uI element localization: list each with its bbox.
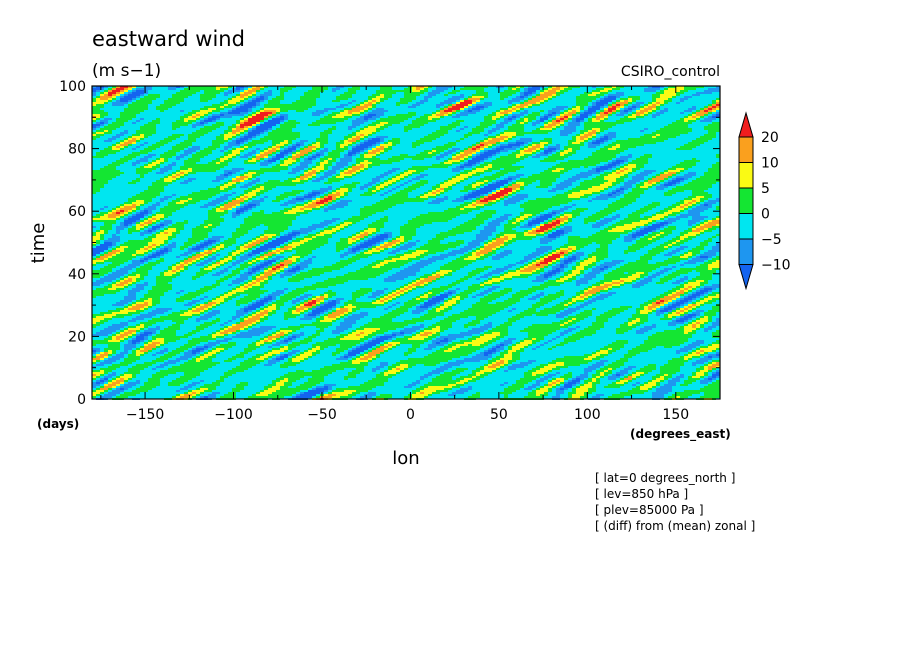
y-tick-label: 20 [68,329,86,345]
x-axis: −150 −100 −50 0 50 100 150 [100,86,721,423]
colorbar-label: −10 [761,258,791,274]
y-tick-label: 60 [68,204,86,220]
chart-title: eastward wind [92,27,245,51]
x-tick-label: −50 [307,407,337,423]
plot-area [91,85,721,400]
x-tick-label: 100 [574,407,601,423]
model-label: CSIRO_control [621,64,720,80]
y-axis-label: time [28,223,49,264]
colorbar-label: 5 [761,181,770,197]
note-lev: [ lev=850 hPa ] [595,487,689,501]
note-diff: [ (diff) from (mean) zonal ] [595,519,756,533]
colorbar-segment [738,213,754,240]
x-units-label: (degrees_east) [630,427,731,442]
x-tick-label: 50 [490,407,508,423]
colorbar: 20 10 5 0 −5 −10 [738,111,791,291]
x-tick-label: −150 [126,407,164,423]
y-tick-label: 80 [68,142,86,158]
x-tick-label: 150 [662,407,689,423]
y-tick-label: 0 [77,392,86,408]
units-label: (m s−1) [92,61,161,81]
note-lat: [ lat=0 degrees_north ] [595,471,736,485]
colorbar-segment [738,187,754,214]
colorbar-label: −5 [761,232,782,248]
y-units-label: (days) [37,417,79,431]
colorbar-segment [738,238,754,265]
y-axis: 0 20 40 60 80 100 [59,79,720,408]
colorbar-arrow-bottom [738,264,754,291]
y-tick-label: 100 [59,79,86,95]
x-tick-label: −100 [214,407,252,423]
y-tick-label: 40 [68,267,86,283]
wind-field [92,86,720,400]
colorbar-segment [738,162,754,189]
colorbar-arrow-top [738,111,754,138]
note-plev: [ plev=85000 Pa ] [595,503,704,517]
x-axis-label: lon [392,448,419,469]
x-tick-label: 0 [406,407,415,423]
colorbar-label: 20 [761,130,779,146]
colorbar-segment [738,136,754,163]
colorbar-label: 10 [761,156,779,172]
colorbar-label: 0 [761,207,770,223]
